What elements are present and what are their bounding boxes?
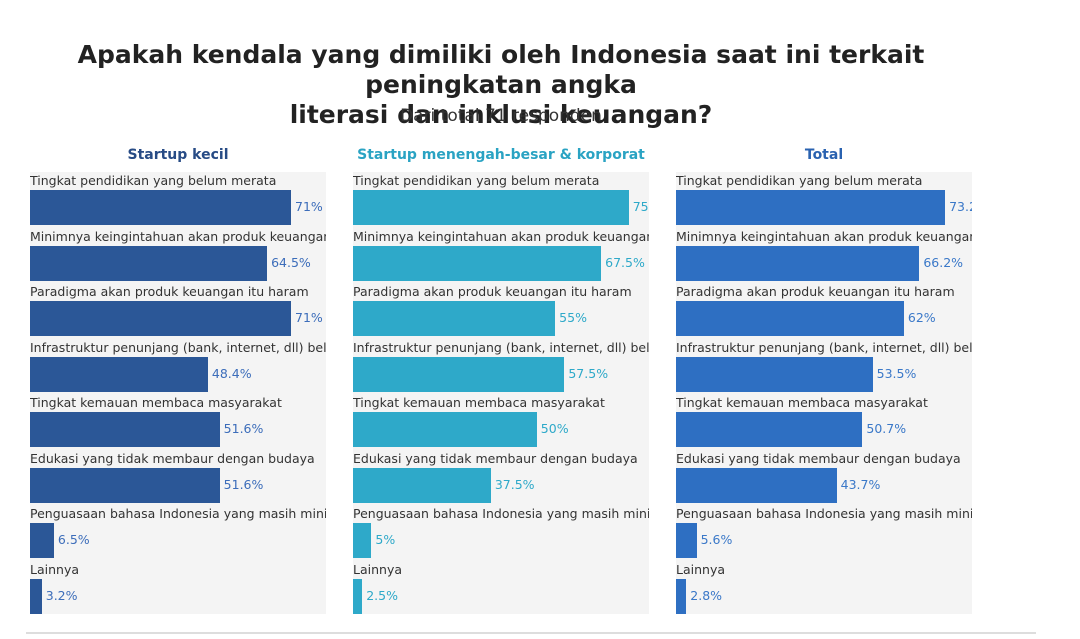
chart-title-line-2: literasi dan inklusi keuangan? [289, 100, 713, 129]
bar [353, 190, 629, 225]
category-label: Minimnya keingintahuan akan produk keuan… [30, 228, 326, 244]
bar [353, 301, 556, 336]
category-label: Tingkat kemauan membaca masyarakat [676, 395, 928, 410]
bar [30, 356, 208, 392]
value-label: 48.4% [211, 365, 252, 381]
category-label: Tingkat kemauan membaca masyarakat [30, 395, 282, 410]
value-label: 6.5% [57, 532, 90, 547]
category-label: Infrastruktur penunjang (bank, internet,… [30, 339, 326, 355]
bar [353, 523, 372, 558]
category-label: Penguasaan bahasa Indonesia yang masih m… [676, 506, 972, 521]
bar-panel-3: Tingkat pendidikan yang belum merata 73.2… [676, 172, 972, 614]
value-label: 71% [295, 310, 323, 325]
category-label: Paradigma akan produk keuangan itu haram [30, 284, 309, 299]
category-label: Infrastruktur penunjang (bank, internet,… [353, 339, 649, 355]
category-label: Paradigma akan produk keuangan itu haram [676, 284, 955, 299]
value-label: 73.2% [949, 199, 972, 214]
category-label: Minimnya keingintahuan akan produk keuan… [676, 228, 972, 244]
category-label: Penguasaan bahasa Indonesia yang masih m… [353, 506, 649, 521]
value-label: 62% [907, 310, 936, 325]
bar [676, 412, 863, 447]
value-label: 53.5% [876, 365, 917, 381]
chart-subtitle: Dari total 71 responden [400, 106, 602, 126]
bar [676, 523, 697, 558]
value-label: 5.6% [700, 532, 733, 547]
category-label: Lainnya [676, 561, 725, 577]
bar [353, 578, 363, 614]
category-label: Tingkat pendidikan yang belum merata [676, 173, 923, 188]
bar [676, 356, 873, 392]
bar [30, 412, 220, 447]
bar [676, 245, 920, 281]
bottom-divider [26, 632, 1036, 634]
bar [30, 190, 291, 225]
value-label: 43.7% [840, 476, 881, 492]
panel-title-3: Total [804, 147, 844, 163]
category-label: Edukasi yang tidak membaur dengan budaya [30, 450, 315, 466]
bar [676, 578, 687, 614]
value-label: 2.5% [366, 587, 398, 603]
value-label: 66.2% [923, 254, 964, 270]
bar [30, 523, 54, 558]
value-label: 55% [559, 310, 587, 325]
category-label: Tingkat pendidikan yang belum merata [30, 173, 277, 188]
bar [676, 301, 904, 336]
value-label: 2.8% [690, 587, 723, 603]
value-label: 57.5% [568, 365, 609, 381]
value-label: 3.2% [45, 587, 78, 603]
category-label: Tingkat kemauan membaca masyarakat [353, 395, 605, 410]
category-label: Infrastruktur penunjang (bank, internet,… [676, 339, 972, 355]
value-label: 64.5% [271, 254, 311, 270]
value-label: 71% [295, 199, 323, 214]
value-label: 51.6% [223, 421, 264, 436]
value-label: 50.7% [866, 421, 907, 436]
value-label: 50% [540, 421, 569, 436]
panel-title-1: Startup kecil [127, 147, 229, 163]
bar [30, 578, 42, 614]
chart-title-line-1: Apakah kendala yang dimiliki oleh Indone… [77, 40, 925, 99]
category-label: Edukasi yang tidak membaur dengan budaya [676, 450, 961, 466]
panel-title-2: Startup menengah-besar & korporat [357, 147, 645, 163]
category-label: Penguasaan bahasa Indonesia yang masih m… [30, 506, 326, 521]
bar [353, 467, 491, 503]
category-label: Minimnya keingintahuan akan produk keuan… [353, 228, 649, 244]
chart-title: Apakah kendala yang dimiliki oleh Indone… [40, 40, 962, 130]
category-label: Lainnya [353, 561, 402, 577]
bar [353, 245, 602, 281]
bar [676, 190, 946, 225]
category-label: Paradigma akan produk keuangan itu haram [353, 284, 632, 299]
bar-panel-1: Tingkat pendidikan yang belum merata 71% M… [30, 172, 326, 614]
bar [30, 467, 220, 503]
category-label: Tingkat pendidikan yang belum merata [353, 173, 600, 188]
value-label: 75% [632, 199, 649, 214]
bar [353, 412, 537, 447]
bar-panel-2: Tingkat pendidikan yang belum merata 75% M… [353, 172, 649, 614]
value-label: 5% [375, 532, 396, 547]
value-label: 51.6% [223, 476, 264, 492]
bar [30, 245, 268, 281]
bar [30, 301, 291, 336]
value-label: 67.5% [605, 254, 645, 270]
category-label: Lainnya [30, 561, 79, 577]
value-label: 37.5% [494, 476, 535, 492]
category-label: Edukasi yang tidak membaur dengan budaya [353, 450, 638, 466]
bar [353, 356, 565, 392]
bar [676, 467, 837, 503]
